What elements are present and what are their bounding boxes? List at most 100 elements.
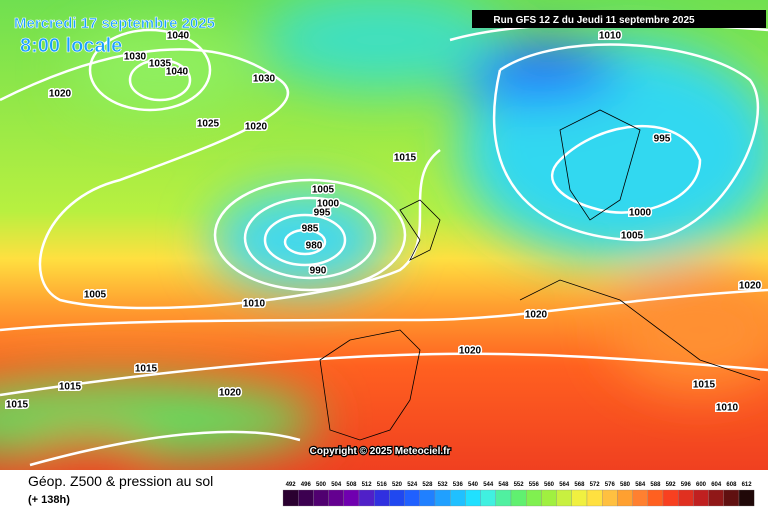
legend-label: 600 xyxy=(696,482,707,488)
legend-label: 592 xyxy=(666,482,677,488)
legend-swatch xyxy=(541,489,557,507)
isobar-label: 1015 xyxy=(693,380,716,391)
isobar-label: 1020 xyxy=(49,89,72,100)
legend-label: 492 xyxy=(286,482,297,488)
isobar-label: 1020 xyxy=(245,122,268,133)
legend-label: 504 xyxy=(331,482,342,488)
isobar-label: 1010 xyxy=(243,299,266,310)
legend-label: 516 xyxy=(377,482,388,488)
isobar-label: 1035 xyxy=(149,59,172,70)
isobar-label: 1000 xyxy=(317,199,340,210)
legend-swatch xyxy=(586,489,603,507)
legend-swatch xyxy=(723,489,740,507)
legend-label: 560 xyxy=(544,482,555,488)
legend-label: 568 xyxy=(574,482,585,488)
legend-swatch xyxy=(510,489,527,507)
legend-swatch xyxy=(602,489,618,507)
legend-label: 552 xyxy=(514,482,525,488)
isobar-label: 1015 xyxy=(6,400,29,411)
isobar-label: 1030 xyxy=(124,52,147,63)
legend-swatch xyxy=(404,489,420,507)
legend-swatch xyxy=(298,489,314,507)
legend-label: 544 xyxy=(483,482,494,488)
legend-swatch xyxy=(678,489,694,507)
isobar-label: 1015 xyxy=(59,382,82,393)
legend-swatch xyxy=(313,489,329,507)
isobar-label: 1000 xyxy=(629,208,652,219)
legend-label: 512 xyxy=(362,482,373,488)
legend-label: 548 xyxy=(498,482,509,488)
legend-swatch xyxy=(617,489,633,507)
legend-label: 540 xyxy=(468,482,479,488)
footer-lead: (+ 138h) xyxy=(28,494,70,506)
legend-swatch xyxy=(708,489,724,507)
legend-label: 500 xyxy=(316,482,327,488)
isobar-label: 1020 xyxy=(219,388,242,399)
isobar-label: 1040 xyxy=(166,67,189,78)
legend-label: 536 xyxy=(453,482,464,488)
isobar-label: 1030 xyxy=(253,74,276,85)
legend-swatch xyxy=(374,489,390,507)
legend-swatch xyxy=(647,489,664,507)
isobar-label: 1005 xyxy=(84,290,107,301)
legend-label: 520 xyxy=(392,482,403,488)
legend-label: 604 xyxy=(711,482,722,488)
isobar-label: 990 xyxy=(310,266,327,277)
isobar-label: 1015 xyxy=(135,364,158,375)
legend-swatch xyxy=(343,489,360,507)
legend-swatch xyxy=(495,489,512,507)
legend-swatch xyxy=(465,489,481,507)
forecast-date: Mercredi 17 septembre 2025 xyxy=(14,15,215,32)
legend-swatch xyxy=(632,489,648,507)
legend-label: 508 xyxy=(346,482,357,488)
legend-label: 532 xyxy=(438,482,449,488)
coastlines xyxy=(319,109,761,441)
legend-label: 564 xyxy=(559,482,570,488)
background xyxy=(0,0,768,470)
legend-swatch xyxy=(526,489,542,507)
isobar-label: 995 xyxy=(654,134,671,145)
color-legend: 492 496 500 504 508 512 516 520 524 528 532 536 540 5… xyxy=(282,482,755,507)
isobar-label: 985 xyxy=(302,224,319,235)
legend-label: 584 xyxy=(635,482,646,488)
footer-title: Géop. Z500 & pression au sol xyxy=(28,473,213,489)
isobar-label: 1025 xyxy=(197,119,220,130)
isobar-label: 1040 xyxy=(167,31,190,42)
legend-swatch xyxy=(693,489,709,507)
legend-swatch xyxy=(556,489,572,507)
legend-label: 576 xyxy=(605,482,616,488)
forecast-time: 8:00 locale xyxy=(20,35,122,57)
copyright: Copyright © 2025 Meteociel.fr xyxy=(310,446,451,457)
isobar-label: 1020 xyxy=(525,310,548,321)
legend-swatch xyxy=(419,489,436,507)
legend-label: 524 xyxy=(407,482,418,488)
isobar-label: 1020 xyxy=(459,346,482,357)
legend-label: 612 xyxy=(742,482,753,488)
legend-label: 608 xyxy=(726,482,737,488)
legend-swatch xyxy=(450,489,466,507)
isobar-label: 1015 xyxy=(394,153,417,164)
legend-label: 588 xyxy=(650,482,661,488)
run-banner xyxy=(472,10,766,28)
legend-label: 556 xyxy=(529,482,540,488)
isobar-label: 1005 xyxy=(621,231,644,242)
isobars xyxy=(0,22,768,467)
legend-swatch xyxy=(328,489,344,507)
isobar-label: 980 xyxy=(306,241,323,252)
isobar-label: 1010 xyxy=(599,31,622,42)
legend-label: 580 xyxy=(620,482,631,488)
legend-swatch xyxy=(282,489,299,507)
legend-swatch xyxy=(434,489,451,507)
isobar-label: 995 xyxy=(314,208,331,219)
legend-swatch xyxy=(389,489,405,507)
run-info: Run GFS 12 Z du Jeudi 11 septembre 2025 xyxy=(493,15,695,26)
legend-swatch xyxy=(662,489,679,507)
legend-swatch xyxy=(358,489,375,507)
legend-label: 596 xyxy=(681,482,692,488)
isobar-label: 1005 xyxy=(312,185,335,196)
isobar-label: 1020 xyxy=(739,281,762,292)
legend-swatch xyxy=(738,489,755,507)
legend-label: 528 xyxy=(422,482,433,488)
